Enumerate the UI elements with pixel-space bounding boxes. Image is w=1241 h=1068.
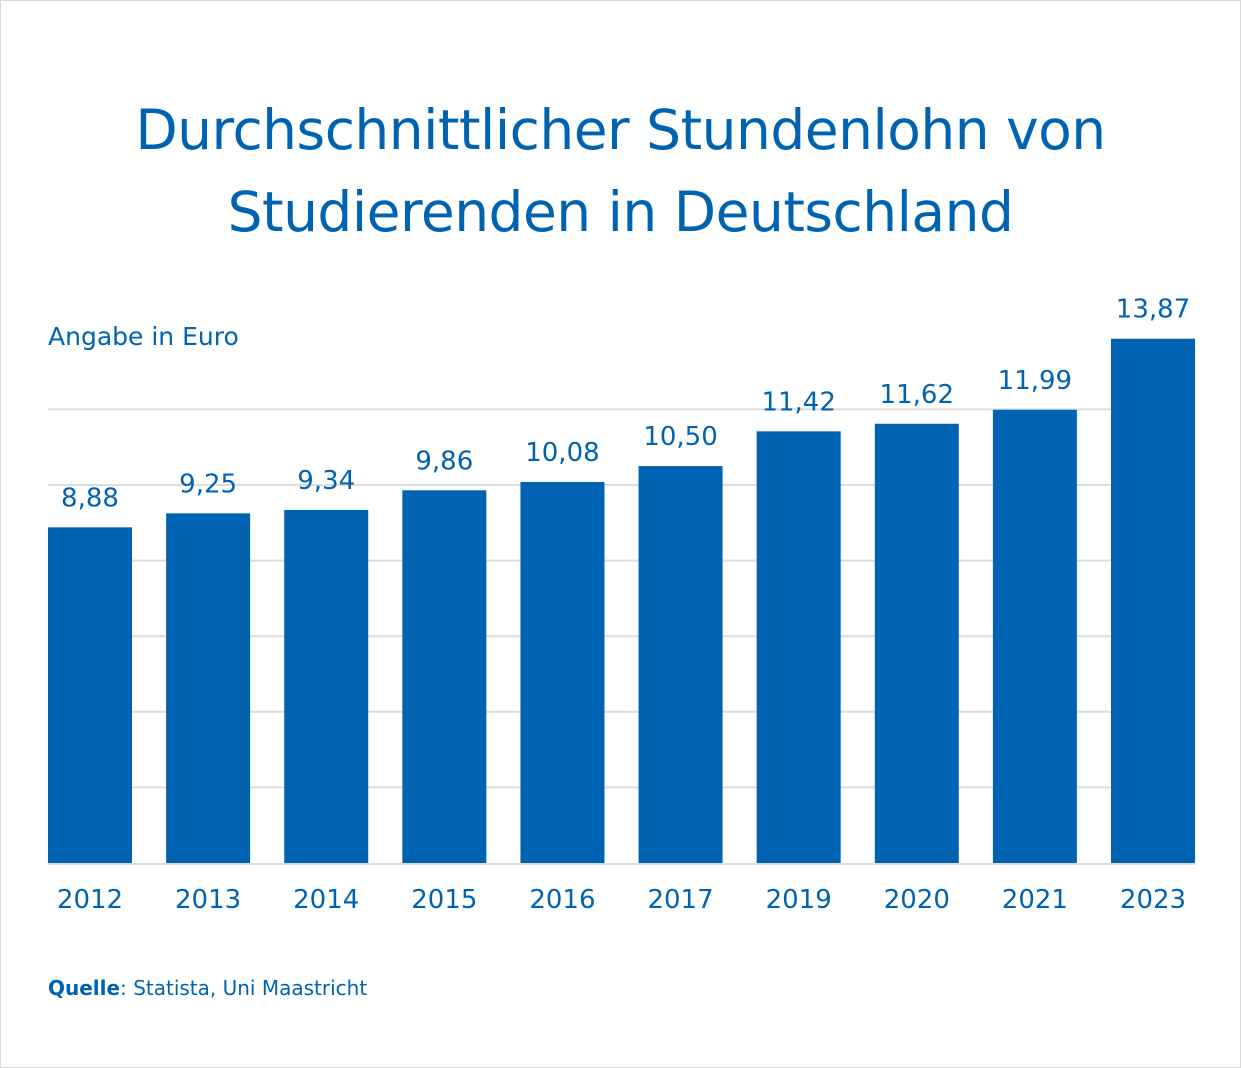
x-tick-label: 2016	[529, 885, 595, 915]
source-label: Quelle	[48, 976, 121, 1000]
x-tick-label: 2014	[293, 885, 359, 915]
chart-title: Durchschnittlicher Stundenlohn von Studi…	[1, 89, 1240, 253]
bar	[756, 431, 841, 863]
x-tick-label: 2023	[1120, 885, 1186, 915]
bar	[992, 409, 1077, 863]
bar	[402, 490, 487, 863]
value-label: 11,99	[998, 366, 1072, 396]
chart-title-line-2: Studierenden in Deutschland	[227, 180, 1014, 244]
bar	[638, 466, 723, 863]
value-label: 10,08	[525, 438, 599, 468]
value-label: 9,34	[297, 466, 355, 496]
value-label: 11,42	[761, 387, 835, 417]
source-text: : Statista, Uni Maastricht	[120, 976, 368, 1000]
value-label: 8,88	[61, 483, 119, 513]
value-label: 9,86	[415, 446, 473, 476]
chart-title-line-1: Durchschnittlicher Stundenlohn von	[135, 98, 1106, 162]
x-tick-label: 2012	[57, 885, 123, 915]
x-tick-label: 2017	[647, 885, 713, 915]
value-label: 9,25	[179, 469, 237, 499]
x-tick-label: 2015	[411, 885, 477, 915]
value-label: 11,62	[880, 380, 954, 410]
bar	[284, 509, 369, 863]
x-tick-label: 2019	[766, 885, 832, 915]
unit-label: Angabe in Euro	[48, 322, 239, 351]
bar	[520, 481, 605, 863]
x-tick-label: 2013	[175, 885, 241, 915]
bar	[166, 513, 251, 863]
bar	[1111, 338, 1195, 863]
value-label: 10,50	[643, 422, 717, 452]
value-label: 13,87	[1116, 295, 1190, 325]
source-note: Quelle: Statista, Uni Maastricht	[48, 974, 367, 1002]
bar	[874, 423, 959, 863]
x-tick-label: 2020	[884, 885, 950, 915]
bar	[48, 527, 132, 863]
x-tick-label: 2021	[1002, 885, 1068, 915]
